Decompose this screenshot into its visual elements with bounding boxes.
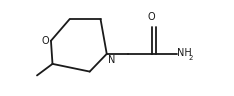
Text: N: N (108, 55, 115, 65)
Text: O: O (148, 12, 156, 22)
Text: O: O (42, 36, 49, 46)
Text: 2: 2 (189, 55, 193, 62)
Text: NH: NH (177, 48, 192, 58)
